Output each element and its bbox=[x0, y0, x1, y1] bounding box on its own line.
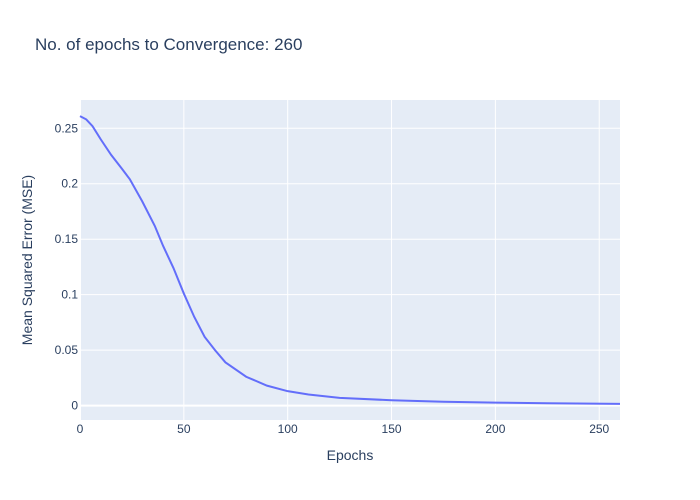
y-tick-label: 0.15 bbox=[55, 232, 79, 246]
y-tick-label: 0.05 bbox=[55, 343, 79, 357]
x-axis-title: Epochs bbox=[327, 447, 374, 463]
x-tick-label: 250 bbox=[589, 422, 609, 436]
chart-title: No. of epochs to Convergence: 260 bbox=[35, 35, 302, 54]
y-tick-label: 0 bbox=[71, 399, 78, 413]
x-tick-label: 0 bbox=[77, 422, 84, 436]
plot-area bbox=[80, 100, 620, 420]
grid bbox=[79, 100, 620, 420]
x-tick-label: 150 bbox=[382, 422, 402, 436]
x-tick-label: 100 bbox=[278, 422, 298, 436]
x-tick-label: 50 bbox=[177, 422, 191, 436]
y-tick-label: 0.1 bbox=[61, 288, 78, 302]
series-line bbox=[79, 115, 621, 405]
y-axis: 0 0.05 0.1 0.15 0.2 0.25 bbox=[55, 121, 79, 412]
y-tick-label: 0.25 bbox=[55, 121, 79, 135]
y-tick-label: 0.2 bbox=[61, 177, 78, 191]
y-axis-title: Mean Squared Error (MSE) bbox=[19, 175, 35, 345]
x-tick-label: 200 bbox=[485, 422, 505, 436]
x-axis: 0 50 100 150 200 250 bbox=[77, 422, 610, 436]
